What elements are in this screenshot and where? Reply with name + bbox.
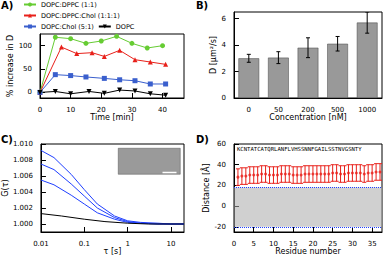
svg-text:0: 0 [38,106,42,114]
svg-text:50: 50 [23,65,32,73]
svg-text:0: 0 [222,202,226,210]
svg-text:20: 20 [308,240,317,248]
svg-text:6: 6 [222,15,227,23]
svg-text:0: 0 [222,94,226,102]
svg-text:60: 60 [217,140,226,148]
svg-text:15: 15 [289,240,298,248]
svg-text:1: 1 [125,240,129,248]
svg-text:0: 0 [232,240,236,248]
svg-text:500: 500 [331,106,344,114]
svg-text:10: 10 [269,240,278,248]
svg-text:DOPC:DPPC (1:1): DOPC:DPPC (1:1) [41,1,97,9]
svg-text:40: 40 [217,161,226,169]
svg-text:30: 30 [348,240,357,248]
svg-text:DOPC: DOPC [116,23,135,31]
svg-text:DOPC:DPPC:Chol (1:1:1): DOPC:DPPC:Chol (1:1:1) [41,12,120,20]
svg-text:10: 10 [66,106,75,114]
svg-text:1.010: 1.010 [13,140,33,148]
svg-text:B): B) [196,0,208,11]
svg-text:A): A) [1,0,13,11]
svg-text:1.002: 1.002 [13,204,33,212]
svg-text:0: 0 [28,88,32,96]
svg-text:1.006: 1.006 [13,172,34,180]
svg-text:5: 5 [251,240,255,248]
svg-text:25: 25 [328,240,337,248]
svg-text:τ [s]: τ [s] [104,247,122,256]
svg-text:1.004: 1.004 [13,188,34,196]
svg-text:0.01: 0.01 [33,240,49,248]
svg-text:Distance [Å]: Distance [Å] [200,163,211,212]
svg-text:C): C) [1,134,13,145]
svg-text:100: 100 [19,42,32,50]
svg-text:Residue number: Residue number [275,247,341,256]
svg-text:1.008: 1.008 [13,156,33,164]
svg-text:1000: 1000 [358,106,376,114]
svg-text:10: 10 [166,240,175,248]
svg-text:% increase in D: % increase in D [6,35,15,97]
svg-text:4: 4 [222,41,227,49]
svg-text:KCNTATCATQRLANFLVHSSNNFGAILSST: KCNTATCATQRLANFLVHSSNNFGAILSSTNVGSNTY [237,146,362,152]
svg-text:D [μm²/s]: D [μm²/s] [209,36,218,74]
svg-text:35: 35 [368,240,377,248]
svg-text:20: 20 [217,181,226,189]
svg-text:200: 200 [301,106,314,114]
svg-text:0.1: 0.1 [79,240,90,248]
svg-text:Time [min]: Time [min] [89,113,133,122]
svg-text:20: 20 [97,106,106,114]
svg-text:30: 30 [127,106,136,114]
svg-text:Concentration [nM]: Concentration [nM] [269,113,346,122]
svg-text:0: 0 [247,106,251,114]
svg-text:G(τ): G(τ) [1,179,10,196]
svg-text:2: 2 [222,68,226,76]
svg-text:DOPC:Chol (5:1): DOPC:Chol (5:1) [41,23,94,31]
svg-text:50: 50 [274,106,283,114]
svg-text:40: 40 [158,106,167,114]
svg-text:1.000: 1.000 [13,220,33,228]
svg-text:D): D) [196,134,209,145]
svg-text:-20: -20 [215,223,226,231]
